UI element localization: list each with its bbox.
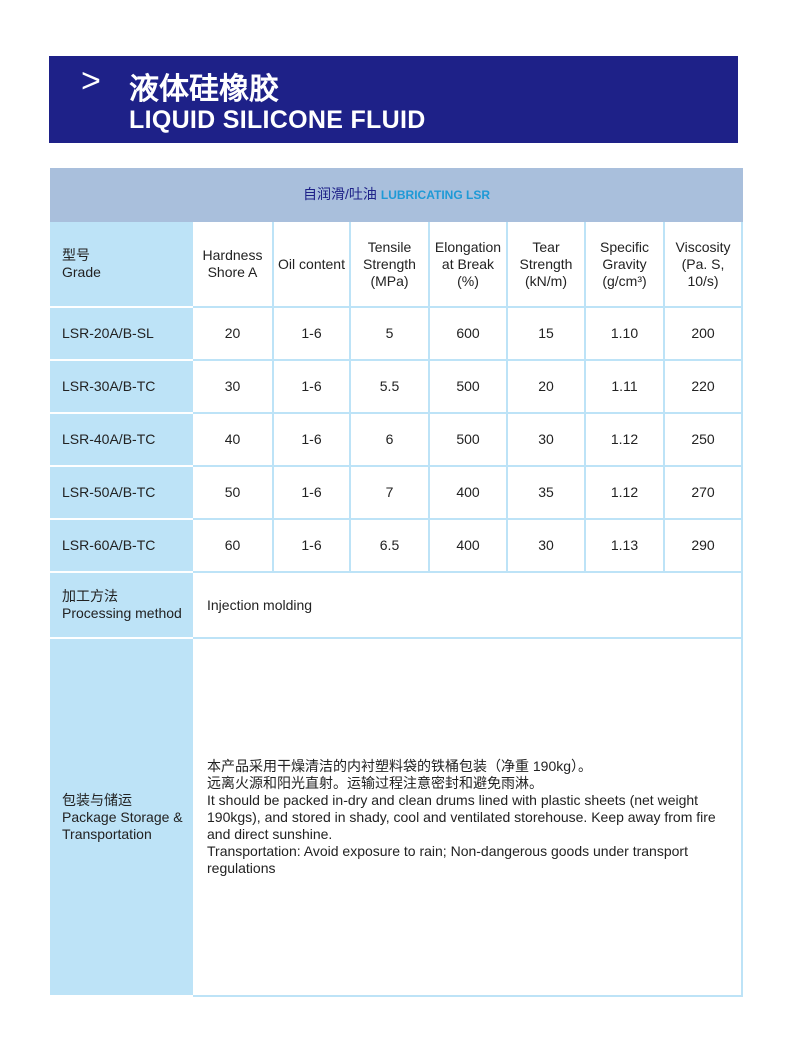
package-line: 本产品采用干燥清洁的内衬塑料袋的铁桶包装（净重 190kg）。: [207, 757, 593, 774]
header-text: Oil content: [278, 255, 345, 272]
value-cell: 30: [506, 412, 586, 467]
value-cell: 400: [428, 465, 508, 520]
label-en: Transportation: [62, 825, 152, 842]
grade-cell: LSR-30A/B-TC: [50, 359, 193, 414]
value-cell: 6.5: [349, 518, 430, 573]
value-cell: 35: [506, 465, 586, 520]
value-cell: 15: [506, 306, 586, 361]
section-title-cn: 自润滑/吐油: [303, 186, 377, 202]
header-text: Elongation: [434, 238, 502, 255]
header-text: (%): [457, 272, 479, 289]
header-text: Viscosity: [675, 238, 731, 255]
value-cell: 1-6: [272, 359, 351, 414]
column-header: Oil content: [272, 220, 351, 308]
value-cell: 220: [663, 359, 743, 414]
header-text: Strength: [519, 255, 573, 272]
value-cell: 1.12: [584, 412, 665, 467]
title-banner: > 液体硅橡胶 LIQUID SILICONE FLUID: [49, 56, 738, 143]
label-cn: 包装与储运: [62, 791, 132, 808]
label-en: Package Storage &: [62, 808, 183, 825]
grade-cell: LSR-20A/B-SL: [50, 306, 193, 361]
header-text: (kN/m): [525, 272, 567, 289]
value-cell: 1-6: [272, 465, 351, 520]
value-cell: 500: [428, 359, 508, 414]
column-header: Viscosity (Pa. S, 10/s): [663, 220, 743, 308]
label-en: Processing method: [62, 605, 182, 621]
section-title-en: LUBRICATING LSR: [380, 188, 490, 202]
table-row: LSR-40A/B-TC 40 1-6 6 500 30 1.12 250: [50, 412, 743, 467]
column-headers: 型号 Grade Hardness Shore A Oil content Tensile…: [50, 220, 743, 308]
value-cell: 20: [191, 306, 274, 361]
table-row: LSR-50A/B-TC 50 1-6 7 400 35 1.12 270: [50, 465, 743, 520]
header-text: Shore A: [207, 264, 258, 280]
value-cell: 5.5: [349, 359, 430, 414]
column-header: Hardness Shore A: [191, 220, 274, 308]
value-cell: 1-6: [272, 518, 351, 573]
header-text: (g/cm³): [602, 272, 647, 289]
section-header: 自润滑/吐油 LUBRICATING LSR: [50, 168, 743, 222]
processing-row: 加工方法 Processing method Injection molding: [50, 571, 743, 639]
value-cell: 290: [663, 518, 743, 573]
value-cell: 6: [349, 412, 430, 467]
column-header: Tensile Strength (MPa): [349, 220, 430, 308]
value-cell: 1.10: [584, 306, 665, 361]
package-line: 远离火源和阳光直射。运输过程注意密封和避免雨淋。: [207, 774, 543, 791]
value-cell: 30: [506, 518, 586, 573]
spec-table: 自润滑/吐油 LUBRICATING LSR 型号 Grade Hardness Sho…: [50, 168, 743, 997]
package-label: 包装与储运 Package Storage & Transportation: [50, 637, 193, 997]
column-header: Elongation at Break (%): [428, 220, 508, 308]
value-cell: 20: [506, 359, 586, 414]
value-cell: 200: [663, 306, 743, 361]
value-cell: 5: [349, 306, 430, 361]
package-line: Transportation: Avoid exposure to rain; …: [207, 842, 688, 876]
title-english: LIQUID SILICONE FLUID: [129, 106, 426, 134]
header-text: (Pa. S, 10/s): [681, 255, 725, 289]
grade-cell: LSR-40A/B-TC: [50, 412, 193, 467]
label-cn: 加工方法: [62, 588, 118, 604]
column-header: 型号 Grade: [50, 220, 193, 308]
processing-label: 加工方法 Processing method: [50, 571, 193, 639]
header-text: Strength: [363, 255, 416, 272]
value-cell: 50: [191, 465, 274, 520]
processing-value: Injection molding: [191, 571, 743, 639]
value-cell: 1-6: [272, 306, 351, 361]
table-row: LSR-20A/B-SL 20 1-6 5 600 15 1.10 200: [50, 306, 743, 361]
value-cell: 1-6: [272, 412, 351, 467]
header-text: Specific: [599, 238, 650, 255]
header-text: Grade: [62, 264, 101, 280]
grade-cell: LSR-50A/B-TC: [50, 465, 193, 520]
header-text: Hardness: [202, 247, 263, 263]
header-text: at Break: [441, 255, 495, 272]
header-text: 型号: [62, 247, 90, 263]
value-cell: 1.13: [584, 518, 665, 573]
column-header: Tear Strength (kN/m): [506, 220, 586, 308]
header-text: (MPa): [370, 272, 409, 289]
value-cell: 500: [428, 412, 508, 467]
value-cell: 400: [428, 518, 508, 573]
package-text: 本产品采用干燥清洁的内衬塑料袋的铁桶包装（净重 190kg）。 远离火源和阳光直…: [191, 637, 743, 997]
value-cell: 7: [349, 465, 430, 520]
table-row: LSR-60A/B-TC 60 1-6 6.5 400 30 1.13 290: [50, 518, 743, 573]
header-text: Gravity: [602, 255, 647, 272]
value-cell: 1.11: [584, 359, 665, 414]
value-cell: 1.12: [584, 465, 665, 520]
title-chinese: 液体硅橡胶: [129, 72, 279, 107]
package-line: It should be packed in-dry and clean dru…: [207, 791, 716, 842]
value-cell: 60: [191, 518, 274, 573]
chevron-right-icon: >: [81, 62, 101, 100]
value-cell: 30: [191, 359, 274, 414]
column-header: Specific Gravity (g/cm³): [584, 220, 665, 308]
value-cell: 40: [191, 412, 274, 467]
value-cell: 250: [663, 412, 743, 467]
grade-cell: LSR-60A/B-TC: [50, 518, 193, 573]
value-cell: 600: [428, 306, 508, 361]
header-text: Tensile: [367, 238, 412, 255]
table-row: LSR-30A/B-TC 30 1-6 5.5 500 20 1.11 220: [50, 359, 743, 414]
value-cell: 270: [663, 465, 743, 520]
header-text: Tear: [532, 238, 560, 255]
package-row: 包装与储运 Package Storage & Transportation 本产品…: [50, 637, 743, 997]
